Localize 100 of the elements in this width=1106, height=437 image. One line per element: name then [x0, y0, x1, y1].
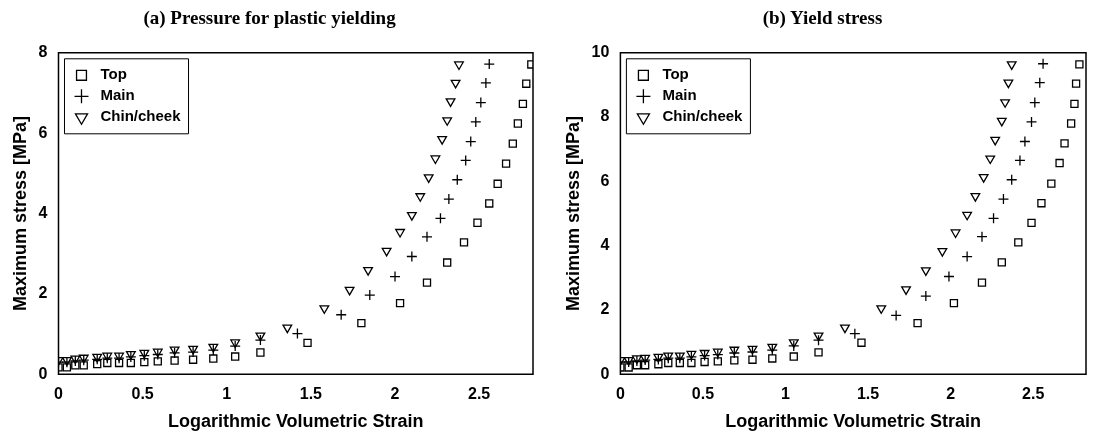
point: [421, 231, 433, 243]
point: [79, 361, 88, 370]
point: [1047, 179, 1056, 188]
point: [485, 199, 494, 208]
point: [978, 174, 989, 183]
point: [1060, 139, 1069, 148]
point: [389, 270, 401, 283]
point: [997, 193, 1010, 205]
point: [937, 247, 948, 257]
point: [475, 96, 487, 109]
point: [768, 354, 777, 363]
point: [430, 155, 441, 165]
point: [1019, 135, 1031, 148]
point: [664, 358, 673, 368]
point: [1034, 77, 1046, 89]
point: [395, 228, 406, 238]
point: [522, 79, 531, 88]
point: [812, 334, 825, 346]
point: [813, 332, 824, 342]
point: [789, 352, 798, 361]
point: [443, 258, 452, 267]
point: [209, 354, 218, 363]
point: [451, 174, 463, 186]
point: [961, 250, 973, 263]
point: [381, 247, 392, 257]
x-tick-label: 0: [615, 385, 625, 403]
y-tick-label: 10: [591, 43, 610, 61]
point: [687, 358, 696, 368]
point: [291, 327, 304, 340]
y-tick-label: 4: [38, 203, 48, 221]
point: [901, 286, 912, 295]
point: [997, 258, 1006, 267]
point: [459, 238, 469, 247]
point: [748, 355, 757, 364]
point: [913, 318, 922, 328]
point: [319, 305, 330, 314]
y-tick-label: 8: [38, 43, 48, 61]
point: [654, 360, 663, 369]
point: [230, 352, 240, 361]
legend-label: Chin/cheek: [100, 107, 182, 125]
point: [344, 286, 355, 296]
point: [876, 305, 887, 314]
point: [508, 139, 517, 148]
legend-label: Top: [662, 65, 689, 83]
point: [395, 298, 405, 308]
point: [470, 116, 482, 128]
chart-title: (a) Pressure for plastic yielding: [143, 7, 397, 30]
x-tick-label: 0.5: [691, 385, 715, 403]
x-tick-label: 2.5: [468, 385, 491, 403]
point: [363, 267, 374, 276]
point: [518, 99, 528, 109]
point: [1014, 154, 1026, 167]
y-axis-title: Maximum stress [MPa]: [9, 115, 30, 312]
x-tick-label: 2: [390, 385, 400, 403]
legend-label: Main: [662, 86, 697, 104]
y-tick-label: 8: [600, 107, 610, 125]
point: [453, 61, 464, 71]
point: [443, 193, 455, 205]
point: [1025, 116, 1038, 128]
chart-title: (b) Yield stress: [762, 7, 883, 30]
point: [640, 361, 650, 370]
point: [977, 278, 987, 287]
point: [465, 135, 477, 148]
point: [1006, 61, 1017, 71]
point: [713, 357, 722, 366]
x-tick-label: 1.5: [299, 385, 323, 403]
point: [624, 363, 633, 372]
x-tick-label: 2.5: [1022, 385, 1045, 403]
point: [1027, 218, 1036, 228]
point: [857, 338, 866, 347]
x-tick-label: 1.5: [856, 385, 880, 403]
x-axis-title: Logarithmic Volumetric Strain: [725, 411, 982, 432]
point: [303, 338, 312, 348]
point: [437, 136, 448, 145]
y-tick-label: 2: [38, 284, 48, 302]
point: [423, 174, 434, 183]
point: [255, 332, 266, 342]
point: [513, 119, 523, 128]
point: [103, 358, 112, 368]
point: [282, 324, 293, 334]
point: [1070, 99, 1079, 109]
point: [1075, 60, 1084, 69]
point: [114, 358, 124, 368]
x-tick-label: 0: [54, 385, 64, 403]
point: [976, 230, 988, 243]
point: [1071, 79, 1081, 88]
point: [920, 290, 932, 302]
point: [1037, 58, 1049, 70]
point: [188, 355, 198, 364]
y-tick-label: 6: [38, 123, 48, 141]
legend-label: Chin/cheek: [662, 107, 744, 125]
x-tick-label: 1: [222, 385, 232, 403]
y-tick-label: 2: [600, 300, 610, 318]
y-tick-label: 6: [600, 171, 610, 189]
point: [93, 359, 102, 369]
point: [1006, 174, 1018, 186]
point: [985, 155, 996, 165]
point: [126, 358, 136, 368]
x-axis-title: Logarithmic Volumetric Strain: [167, 411, 424, 432]
point: [450, 79, 461, 89]
